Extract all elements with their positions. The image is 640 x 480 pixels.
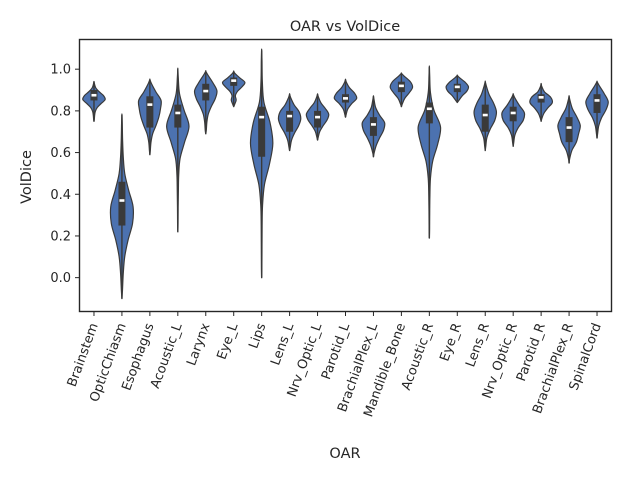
violin-iqr-box: [565, 117, 573, 143]
violin-median: [594, 99, 600, 102]
violin-median: [566, 126, 572, 129]
violin-iqr-box: [146, 96, 154, 128]
violin-iqr-box: [314, 110, 322, 128]
violin-median: [315, 115, 321, 119]
y-tick-label: 0.0: [50, 271, 71, 286]
violin-SpinalCord: [585, 80, 609, 139]
x-axis-label: OAR: [329, 446, 360, 462]
violin-iqr-box: [481, 104, 489, 132]
violin-median: [398, 84, 404, 88]
violin-Brainstem: [82, 80, 106, 122]
y-tick-label: 0.2: [50, 229, 71, 244]
violin-median: [203, 89, 209, 93]
x-tick-label: Eye_R: [437, 321, 465, 363]
violin-median: [538, 96, 544, 99]
violin-median: [370, 123, 376, 126]
violin-median: [147, 103, 153, 106]
x-tick-label: Larynx: [184, 321, 213, 368]
violin-iqr-box: [118, 181, 126, 226]
violin-iqr-box: [286, 110, 294, 132]
plot-area: [82, 48, 609, 300]
violin-OpticChiasm: [109, 113, 135, 300]
violin-Lens_R: [473, 80, 498, 152]
x-axis: BrainstemOpticChiasmEsophagusAcoustic_LL…: [65, 311, 605, 419]
violin-iqr-box: [258, 106, 266, 157]
y-axis: 0.0 0.2 0.4 0.6 0.8 1.0: [50, 63, 80, 286]
violin-BrachialPlex_L: [361, 95, 386, 158]
y-tick-label: 0.4: [50, 188, 71, 203]
violin-Eye_R: [445, 74, 470, 104]
plot-frame: [78, 38, 613, 313]
violin-median: [259, 115, 265, 119]
violin-Larynx: [193, 70, 218, 135]
y-axis-label: VolDice: [19, 150, 35, 204]
x-tick-label: Lips: [246, 321, 269, 351]
violin-median: [119, 199, 125, 202]
violin-median: [343, 97, 348, 100]
violin-Eye_L: [221, 70, 246, 108]
violin-median: [91, 93, 97, 97]
violin-Mandible_Bone: [389, 72, 414, 108]
violin-Nrv_Optic_L: [305, 93, 330, 141]
x-tick-label: Lens_L: [268, 321, 297, 368]
x-tick-label: Lens_R: [463, 321, 493, 369]
violin-median: [482, 113, 488, 117]
violin-median: [510, 111, 516, 115]
violin-Acoustic_L: [166, 67, 190, 233]
violin-Lips: [249, 48, 274, 279]
violin-median: [426, 107, 432, 111]
y-tick-label: 0.6: [50, 146, 71, 161]
violin-Lens_L: [277, 93, 302, 152]
violin-median: [231, 79, 237, 82]
violin-Acoustic_R: [417, 65, 442, 239]
violin-BrachialPlex_R: [557, 95, 581, 164]
violin-iqr-box: [425, 102, 433, 124]
violin-Parotid_R: [529, 82, 554, 122]
violin-median: [454, 85, 460, 89]
violin-median: [175, 111, 181, 115]
violin-median: [287, 114, 293, 118]
violin-iqr-box: [174, 104, 182, 128]
violin-iqr-box: [369, 117, 377, 136]
violin-iqr-box: [593, 94, 601, 113]
x-tick-label: Eye_L: [214, 321, 241, 362]
y-tick-label: 1.0: [50, 63, 71, 78]
violin-Nrv_Optic_R: [501, 93, 526, 147]
violin-Parotid_L: [333, 78, 358, 118]
chart-title: OAR vs VolDice: [290, 19, 400, 35]
violin-Esophagus: [137, 78, 162, 156]
y-tick-label: 0.8: [50, 104, 71, 119]
